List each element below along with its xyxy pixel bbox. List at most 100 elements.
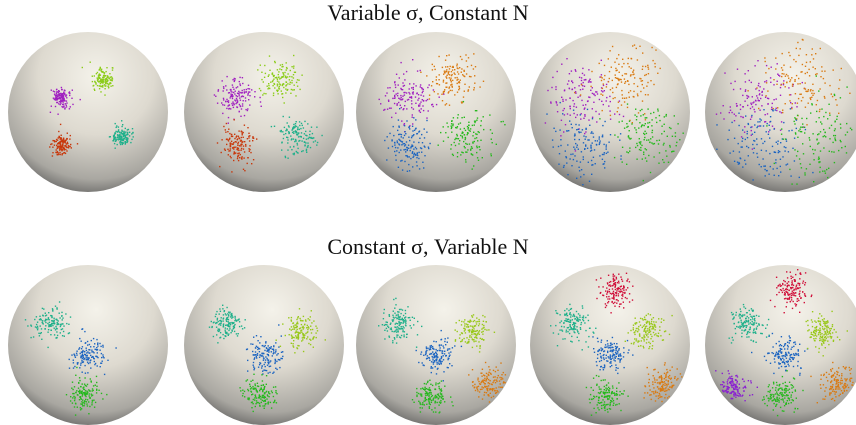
point [836, 104, 837, 105]
point [669, 127, 670, 128]
point [581, 80, 582, 81]
point [463, 328, 464, 329]
point [291, 76, 292, 77]
point [86, 403, 87, 404]
point [74, 366, 75, 367]
point [38, 333, 39, 334]
point [402, 328, 403, 329]
point [444, 386, 445, 387]
point [56, 307, 57, 308]
point [644, 125, 645, 126]
point [593, 378, 594, 379]
point [66, 138, 67, 139]
point [275, 342, 276, 343]
point [301, 136, 302, 137]
point [85, 399, 86, 400]
point [103, 356, 104, 357]
point [85, 390, 86, 391]
point [618, 79, 619, 80]
point [644, 137, 645, 138]
point [234, 119, 235, 120]
sphere [184, 32, 344, 192]
point [272, 373, 273, 374]
point [612, 351, 613, 352]
point [650, 113, 651, 114]
point [102, 85, 103, 86]
point [790, 79, 791, 80]
point [278, 71, 279, 72]
point [473, 328, 474, 329]
point [255, 351, 256, 352]
point [768, 131, 769, 132]
point [82, 394, 83, 395]
point [222, 308, 223, 309]
point [616, 347, 617, 348]
point [661, 322, 662, 323]
point [129, 132, 130, 133]
point [817, 100, 818, 101]
point [228, 326, 229, 327]
point [445, 132, 446, 133]
point [247, 138, 248, 139]
point [102, 346, 103, 347]
point [418, 362, 419, 363]
point [100, 68, 101, 69]
point [275, 77, 276, 78]
point [759, 110, 760, 111]
point [636, 119, 637, 120]
point [632, 354, 633, 355]
point [612, 385, 613, 386]
point [769, 137, 770, 138]
point [469, 329, 470, 330]
point [846, 123, 847, 124]
point [297, 348, 298, 349]
point [578, 313, 579, 314]
point [503, 382, 504, 383]
point [738, 113, 739, 114]
point [479, 391, 480, 392]
point [299, 129, 300, 130]
point [412, 399, 413, 400]
point [275, 360, 276, 361]
point [617, 352, 618, 353]
point [422, 91, 423, 92]
point [253, 374, 254, 375]
point [245, 145, 246, 146]
point [456, 79, 457, 80]
point [602, 348, 603, 349]
point [288, 317, 289, 318]
point [56, 98, 57, 99]
point [481, 386, 482, 387]
point [501, 374, 502, 375]
point [557, 104, 558, 105]
point [239, 104, 240, 105]
point [570, 329, 571, 330]
point [478, 331, 479, 332]
point [245, 91, 246, 92]
point [807, 72, 808, 73]
point [227, 131, 228, 132]
point [89, 395, 90, 396]
point [233, 142, 234, 143]
point [241, 108, 242, 109]
point [403, 315, 404, 316]
point [53, 321, 54, 322]
point [416, 396, 417, 397]
point [850, 128, 851, 129]
point [606, 346, 607, 347]
point [600, 391, 601, 392]
point [66, 102, 67, 103]
point [385, 95, 386, 96]
point [244, 327, 245, 328]
point [78, 382, 79, 383]
point [409, 156, 410, 157]
point [121, 126, 122, 127]
point [263, 358, 264, 359]
point [595, 328, 596, 329]
point [573, 326, 574, 327]
point [818, 133, 819, 134]
point [479, 383, 480, 384]
point [430, 347, 431, 348]
point [606, 86, 607, 87]
point [723, 118, 724, 119]
